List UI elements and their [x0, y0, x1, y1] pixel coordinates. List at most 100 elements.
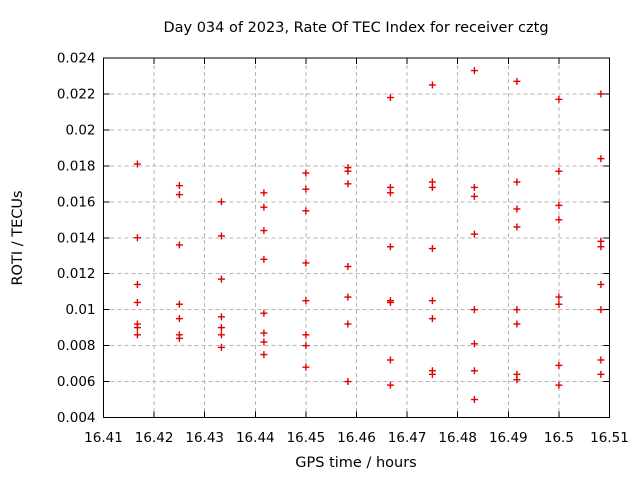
x-tick-label: 16.48: [438, 430, 477, 446]
data-point-marker: [428, 183, 436, 191]
data-point-marker: [133, 160, 141, 168]
data-point-marker: [470, 340, 478, 348]
data-point-marker: [260, 351, 268, 359]
y-tick-label: 0.024: [57, 51, 96, 67]
data-point-marker: [555, 216, 563, 224]
data-point-marker: [217, 331, 225, 339]
data-point-marker: [597, 280, 605, 288]
data-point-marker: [470, 396, 478, 404]
data-point-marker: [344, 320, 352, 328]
data-point-marker: [344, 167, 352, 175]
data-point-marker: [302, 342, 310, 350]
data-point-marker: [344, 180, 352, 188]
data-point-marker: [428, 370, 436, 378]
y-tick-label: 0.006: [57, 374, 96, 390]
data-point-marker: [428, 315, 436, 323]
data-point-marker: [513, 320, 521, 328]
x-tick-labels: 16.41 16.42 16.43 16.44 16.45 16.46 16.47 16.48…: [84, 430, 629, 446]
data-point-marker: [217, 275, 225, 283]
y-tick-label: 0.012: [57, 266, 96, 282]
y-tick-label: 0.02: [65, 122, 95, 138]
data-point-marker: [217, 232, 225, 240]
data-point-marker: [513, 77, 521, 85]
data-point-marker: [260, 329, 268, 337]
data-point-marker: [302, 207, 310, 215]
data-point-marker: [175, 241, 183, 249]
data-point-marker: [555, 361, 563, 369]
data-point-marker: [302, 169, 310, 177]
x-tick-label: 16.41: [84, 430, 123, 446]
data-point-marker: [260, 227, 268, 235]
data-point-marker: [386, 356, 394, 364]
x-tick-label: 16.47: [388, 430, 427, 446]
data-point-marker: [597, 243, 605, 251]
data-point-marker: [175, 191, 183, 199]
data-point-marker: [597, 356, 605, 364]
data-point-marker: [513, 223, 521, 231]
data-point-marker: [344, 293, 352, 301]
data-point-marker: [597, 155, 605, 163]
data-point-marker: [513, 376, 521, 384]
data-point-marker: [555, 381, 563, 389]
y-tick-labels: 0.004 0.006 0.008 0.01 0.012 0.014 0.016 0.018 0…: [57, 51, 96, 427]
y-tick-label: 0.008: [57, 338, 96, 354]
data-point-marker: [513, 306, 521, 314]
plot-border: [103, 57, 610, 418]
y-tick-label: 0.01: [65, 302, 95, 318]
data-point-marker: [386, 94, 394, 102]
data-point-marker: [513, 205, 521, 213]
data-point-marker: [133, 324, 141, 332]
data-point-marker: [175, 300, 183, 308]
data-point-marker: [175, 182, 183, 190]
data-point-marker: [386, 298, 394, 306]
data-point-marker: [175, 315, 183, 323]
data-point-marker: [302, 331, 310, 339]
chart-title: Day 034 of 2023, Rate Of TEC Index for r…: [163, 20, 548, 36]
data-point-marker: [470, 367, 478, 375]
x-tick-label: 16.49: [489, 430, 528, 446]
data-point-marker: [555, 167, 563, 175]
data-point-marker: [217, 343, 225, 351]
y-axis-label: ROTI / TECUs: [10, 190, 26, 285]
data-point-marker: [217, 198, 225, 206]
data-point-marker: [217, 313, 225, 321]
data-point-marker: [260, 338, 268, 346]
data-point-marker: [344, 263, 352, 271]
x-axis-label: GPS time / hours: [295, 455, 416, 471]
data-point-marker: [428, 245, 436, 253]
y-tick-label: 0.016: [57, 194, 96, 210]
data-point-marker: [555, 293, 563, 301]
data-point-marker: [555, 300, 563, 308]
data-point-marker: [386, 381, 394, 389]
data-point-marker: [260, 255, 268, 263]
data-point-marker: [513, 178, 521, 186]
x-tick-label: 16.51: [590, 430, 629, 446]
data-point-marker: [428, 81, 436, 89]
data-point-marker: [133, 280, 141, 288]
data-point-marker: [555, 201, 563, 209]
x-tick-label: 16.45: [287, 430, 326, 446]
data-point-marker: [470, 306, 478, 314]
data-point-marker: [133, 331, 141, 339]
data-point-marker: [302, 185, 310, 193]
data-points: [133, 67, 605, 404]
data-point-marker: [470, 183, 478, 191]
y-tick-label: 0.014: [57, 230, 96, 246]
data-point-marker: [597, 370, 605, 378]
data-point-marker: [260, 203, 268, 211]
y-tick-label: 0.018: [57, 158, 96, 174]
data-point-marker: [302, 363, 310, 371]
data-point-marker: [470, 67, 478, 75]
data-point-marker: [597, 90, 605, 98]
gridlines: [103, 58, 610, 418]
data-point-marker: [597, 306, 605, 314]
data-point-marker: [175, 334, 183, 342]
x-tick-label: 16.5: [544, 430, 574, 446]
data-point-marker: [133, 234, 141, 242]
y-tick-label: 0.022: [57, 86, 96, 102]
data-point-marker: [470, 192, 478, 200]
data-point-marker: [344, 378, 352, 386]
